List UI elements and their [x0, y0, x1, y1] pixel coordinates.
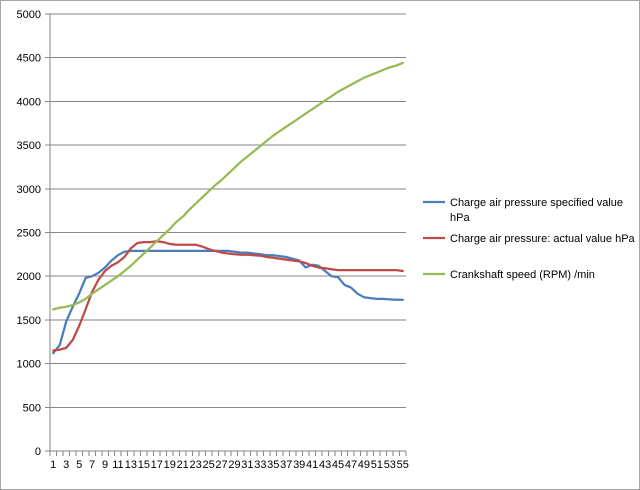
y-tick-label: 500	[23, 402, 41, 414]
x-tick-label: 35	[267, 459, 279, 471]
x-tick-label: 33	[254, 459, 266, 471]
y-tick-label: 2000	[17, 271, 41, 283]
series-line-1	[52, 249, 404, 355]
x-tick-label: 55	[397, 459, 409, 471]
x-tick-label: 49	[358, 459, 370, 471]
series-line-2	[52, 240, 404, 352]
x-tick-label: 11	[112, 459, 123, 471]
legend: Charge air pressure specified value hPa Ch…	[423, 197, 636, 281]
series-line-3	[52, 61, 404, 311]
y-tick-label: 4500	[17, 53, 41, 65]
y-tick-label: 5000	[17, 9, 41, 21]
x-tick-label: 43	[319, 459, 331, 471]
y-tick-labels: 0 500 1000 1500 2000 2500 3000 3500 4000 4500 5000	[17, 9, 41, 458]
x-tick-label: 21	[177, 459, 189, 471]
x-tick-label: 51	[371, 459, 383, 471]
x-tick-label: 25	[202, 459, 214, 471]
x-tick-label: 23	[190, 459, 202, 471]
x-tick-label: 37	[280, 459, 292, 471]
x-tick-label: 17	[151, 459, 163, 471]
x-tick-labels: 1 3 5 7 9 11 13 15 17 19 21 23 25 27 29 31 33 35 37 39 41 43 4…	[50, 459, 409, 471]
x-tick-label: 7	[89, 459, 95, 471]
y-tick-label: 1000	[17, 359, 41, 371]
legend-label: Crankshaft speed (RPM) /min	[450, 269, 595, 281]
x-tick-label: 47	[345, 459, 357, 471]
legend-label: Charge air pressure: actual value hPa	[450, 233, 636, 245]
x-tick-label: 31	[241, 459, 253, 471]
legend-label: Charge air pressure specified value	[450, 197, 623, 209]
x-tick-label: 13	[125, 459, 137, 471]
x-tick-label: 15	[138, 459, 150, 471]
x-tick-label: 1	[50, 459, 56, 471]
series-lines	[52, 61, 404, 355]
x-tick-label: 29	[228, 459, 240, 471]
y-tick-label: 2500	[17, 228, 41, 240]
y-tick-label: 1500	[17, 315, 41, 327]
x-tick-label: 41	[306, 459, 318, 471]
x-tick-label: 27	[215, 459, 227, 471]
x-tick-label: 45	[332, 459, 344, 471]
y-tick-label: 3500	[17, 140, 41, 152]
x-tick-label: 53	[384, 459, 396, 471]
x-tick-label: 19	[164, 459, 176, 471]
axes	[45, 13, 407, 456]
y-tick-label: 4000	[17, 96, 41, 108]
x-tick-label: 5	[76, 459, 82, 471]
x-tick-label: 9	[102, 459, 108, 471]
gridlines	[50, 13, 406, 408]
y-tick-label: 3000	[17, 184, 41, 196]
legend-label: hPa	[450, 212, 470, 224]
x-tick-label: 39	[293, 459, 305, 471]
y-tick-label: 0	[35, 446, 41, 458]
x-tick-label: 3	[63, 459, 69, 471]
